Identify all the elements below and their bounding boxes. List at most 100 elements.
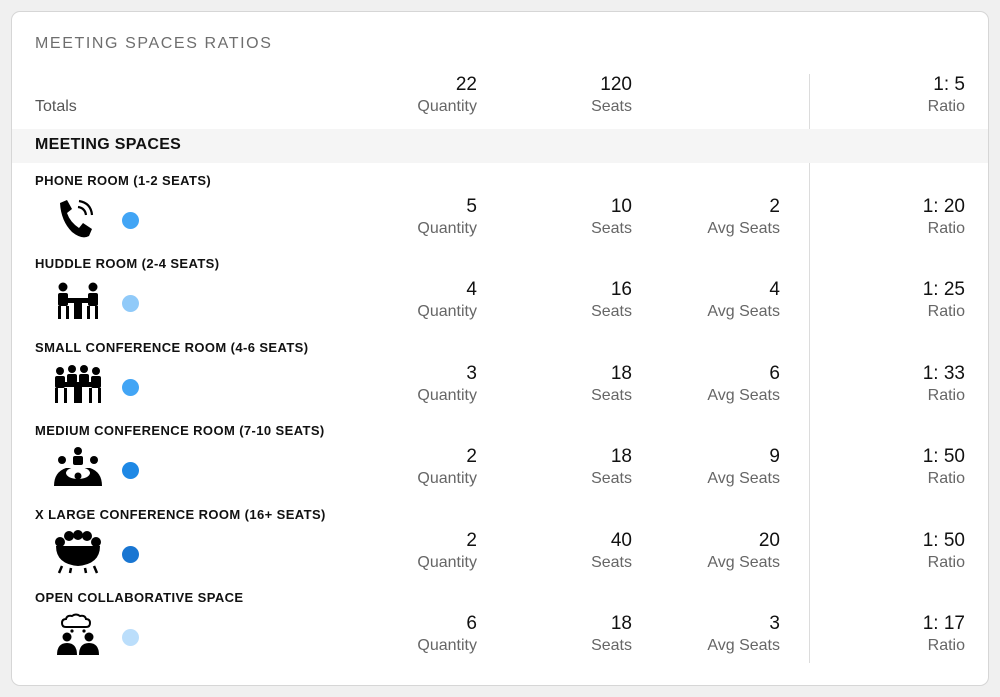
room-ratio-label: Ratio [927, 386, 965, 404]
room-color-dot [122, 212, 139, 229]
totals-quantity-label: Quantity [417, 98, 477, 115]
totals-seats-label: Seats [591, 98, 632, 115]
room-avg-seats-label: Avg Seats [707, 303, 780, 321]
room-quantity-value: 2 [466, 529, 477, 551]
room-avg-seats: 6 Avg Seats [707, 363, 780, 407]
room-quantity: 3 Quantity [417, 363, 477, 407]
room-ratio-value: 1: 50 [922, 529, 965, 551]
room-quantity-value: 4 [466, 279, 477, 301]
room-ratio-label: Ratio [927, 303, 965, 321]
room-ratio: 1: 33 Ratio [923, 363, 965, 407]
totals-seats-value: 120 [600, 74, 632, 95]
totals-quantity-value: 22 [455, 74, 477, 95]
room-avg-seats: 4 Avg Seats [707, 279, 780, 323]
room-avg-seats-value: 9 [769, 446, 780, 468]
room-seats: 18 Seats [591, 446, 632, 490]
room-avg-seats-label: Avg Seats [707, 470, 780, 488]
room-seats-label: Seats [591, 470, 632, 488]
meeting-spaces-section-header: MEETING SPACES [12, 129, 988, 163]
room-avg-seats-value: 3 [769, 613, 780, 634]
phone-icon [52, 196, 104, 240]
room-ratio-value: 1: 17 [922, 613, 965, 634]
room-color-dot [122, 295, 139, 313]
room-seats: 40 Seats [591, 530, 632, 574]
small-conference-icon [52, 363, 104, 407]
card-title: MEETING SPACES RATIOS [35, 35, 273, 52]
room-avg-seats-label: Avg Seats [707, 553, 780, 571]
room-avg-seats-value: 2 [769, 196, 780, 217]
room-color-dot [122, 378, 139, 396]
large-conference-icon [52, 529, 104, 574]
room-quantity-label: Quantity [417, 553, 477, 571]
room-ratio-label: Ratio [927, 637, 965, 654]
meeting-spaces-card: MEETING SPACES RATIOS Totals 22 Quantity… [11, 11, 989, 686]
room-ratio: 1: 25 Ratio [923, 279, 965, 323]
room-quantity-value: 5 [466, 196, 477, 217]
totals-ratio: 1: 5 Ratio [928, 74, 965, 118]
room-quantity: 4 Quantity [417, 279, 477, 323]
room-ratio-label: Ratio [927, 470, 965, 488]
room-quantity-label: Quantity [417, 303, 477, 321]
room-ratio-value: 1: 50 [922, 446, 965, 468]
room-ratio-label: Ratio [927, 220, 965, 237]
room-avg-seats: 20 Avg Seats [707, 530, 780, 574]
room-seats-value: 18 [610, 446, 632, 468]
room-quantity-label: Quantity [417, 386, 477, 404]
room-seats-value: 16 [610, 279, 632, 301]
room-avg-seats-label: Avg Seats [707, 637, 780, 654]
room-ratio: 1: 50 Ratio [923, 446, 965, 490]
room-avg-seats-value: 4 [769, 279, 780, 301]
room-seats-value: 10 [610, 196, 632, 217]
room-avg-seats: 9 Avg Seats [707, 446, 780, 490]
room-quantity: 2 Quantity [417, 530, 477, 574]
room-avg-seats-label: Avg Seats [707, 220, 780, 237]
room-seats: 18 Seats [591, 363, 632, 407]
room-quantity-value: 3 [466, 362, 477, 384]
room-avg-seats: 2 Avg Seats [707, 196, 780, 240]
room-ratio-value: 1: 33 [922, 362, 965, 384]
room-avg-seats: 3 Avg Seats [707, 613, 780, 657]
totals-seats: 120 Seats [591, 74, 632, 118]
room-seats-label: Seats [591, 637, 632, 654]
room-quantity: 5 Quantity [417, 196, 477, 240]
room-ratio-value: 1: 20 [922, 196, 965, 217]
totals-label: Totals [35, 98, 77, 115]
room-avg-seats-value: 6 [769, 362, 780, 384]
room-seats: 18 Seats [591, 613, 632, 657]
collaborative-space-icon [52, 613, 104, 657]
room-ratio-value: 1: 25 [922, 279, 965, 301]
room-seats-label: Seats [591, 303, 632, 321]
room-seats-label: Seats [591, 553, 632, 571]
room-quantity-value: 6 [466, 613, 477, 634]
room-seats-value: 18 [610, 362, 632, 384]
room-ratio: 1: 50 Ratio [923, 530, 965, 574]
room-quantity: 6 Quantity [417, 613, 477, 657]
room-seats-label: Seats [591, 220, 632, 237]
room-name: MEDIUM CONFERENCE ROOM (7-10 SEATS) [35, 423, 325, 439]
section-title: MEETING SPACES [35, 136, 182, 153]
room-quantity-label: Quantity [417, 470, 477, 488]
ratio-divider [809, 74, 810, 663]
room-name: OPEN COLLABORATIVE SPACE [35, 590, 244, 605]
medium-conference-icon [52, 446, 104, 490]
room-seats-value: 18 [610, 613, 632, 634]
totals-ratio-label: Ratio [927, 98, 965, 115]
room-seats: 10 Seats [591, 196, 632, 240]
room-seats: 16 Seats [591, 279, 632, 323]
room-color-dot [122, 462, 139, 480]
room-quantity-label: Quantity [417, 220, 477, 237]
room-name: PHONE ROOM (1-2 SEATS) [35, 173, 212, 188]
room-avg-seats-value: 20 [758, 529, 780, 551]
room-color-dot [122, 545, 139, 563]
room-name: X LARGE CONFERENCE ROOM (16+ SEATS) [35, 506, 326, 522]
room-ratio: 1: 17 Ratio [923, 613, 965, 657]
room-name: SMALL CONFERENCE ROOM (4-6 SEATS) [35, 339, 309, 355]
totals-quantity: 22 Quantity [417, 74, 477, 118]
room-ratio: 1: 20 Ratio [923, 196, 965, 240]
room-name: HUDDLE ROOM (2-4 SEATS) [35, 256, 220, 272]
totals-ratio-value: 1: 5 [933, 74, 965, 95]
room-seats-value: 40 [610, 529, 632, 551]
room-color-dot [122, 629, 139, 646]
room-quantity: 2 Quantity [417, 446, 477, 490]
room-ratio-label: Ratio [927, 553, 965, 571]
